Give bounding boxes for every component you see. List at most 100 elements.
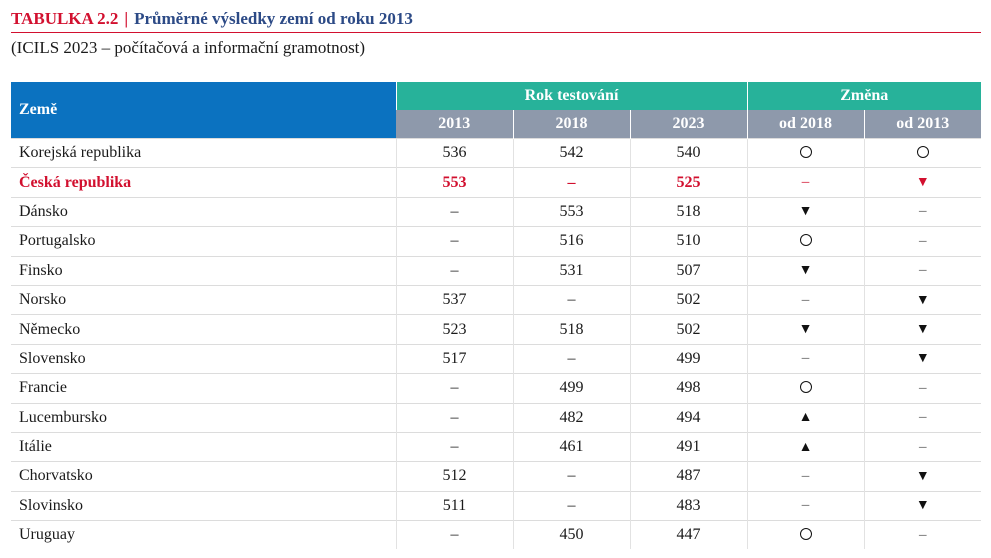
score-2023: 491: [629, 431, 747, 462]
open-circle-icon: [799, 380, 812, 393]
score-2023: 487: [629, 461, 747, 492]
change-since-2013: –: [863, 196, 981, 227]
change-since-2018: ▼: [746, 255, 864, 286]
change-since-2013: ▼: [863, 284, 981, 315]
table-row: Norsko 537–502– ▼: [11, 284, 981, 315]
score-2013: –: [395, 196, 513, 227]
score-2023: 494: [629, 402, 747, 433]
change-since-2013: –: [863, 226, 981, 257]
table-row: Německo 523 518 502 ▼ ▼: [11, 314, 981, 345]
dash-symbol: –: [801, 467, 810, 484]
country-name: Česká republika: [11, 167, 396, 198]
score-2013: 536: [395, 137, 513, 168]
country-name: Korejská republika: [11, 137, 396, 168]
country-name: Chorvatsko: [11, 461, 396, 492]
year-2018-header: 2018: [512, 110, 630, 139]
table-number: TABULKA 2.2: [11, 9, 119, 28]
change-since-2013: [863, 137, 981, 168]
down-triangle-icon: ▼: [798, 322, 813, 338]
country-name: Německo: [11, 314, 396, 345]
open-circle-icon: [916, 145, 929, 158]
dash-symbol: –: [801, 497, 810, 514]
dash-symbol: –: [919, 262, 927, 279]
score-2013: –: [395, 373, 513, 404]
down-triangle-icon: ▼: [798, 204, 813, 220]
score-2023: 540: [629, 137, 747, 168]
country-name: Itálie: [11, 431, 396, 462]
up-triangle-icon: ▲: [798, 439, 813, 455]
change-group-header: Změna: [746, 82, 981, 110]
change-since-2018: –: [746, 284, 864, 315]
change-since-2013: –: [863, 520, 981, 550]
table-row: Slovinsko 511–483– ▼: [11, 490, 981, 521]
change-since-2013: ▼: [863, 314, 981, 345]
score-2018: –: [512, 284, 630, 315]
score-2023: 498: [629, 373, 747, 404]
table-row: Korejská republika 536 542 540: [11, 137, 981, 168]
country-name: Francie: [11, 373, 396, 404]
table-row: Uruguay –450 447–: [11, 520, 981, 550]
change-since-2018: [746, 226, 864, 257]
dash-symbol: –: [801, 350, 810, 367]
dash-symbol: –: [919, 438, 927, 455]
country-name: Norsko: [11, 284, 396, 315]
year-2023-header: 2023: [629, 110, 747, 139]
change-since-2018: [746, 520, 864, 550]
score-2018: 542: [512, 137, 630, 168]
change-since-2013: ▼: [863, 167, 981, 198]
change-since-2018: ▲: [746, 402, 864, 433]
score-2023: 502: [629, 284, 747, 315]
dash-symbol: –: [919, 409, 927, 426]
open-circle-icon: [799, 233, 812, 246]
up-triangle-icon: ▲: [798, 410, 813, 426]
dash-symbol: –: [919, 203, 927, 220]
country-name: Finsko: [11, 255, 396, 286]
title-separator: |: [124, 9, 129, 28]
score-2023: 525: [629, 167, 747, 198]
score-2018: 531: [512, 255, 630, 286]
change-since-2013-header: od 2013: [863, 110, 981, 139]
dash-symbol: –: [801, 174, 810, 191]
score-2018: 461: [512, 431, 630, 462]
score-2013: 517: [395, 343, 513, 374]
score-2023: 502: [629, 314, 747, 345]
change-since-2013: ▼: [863, 343, 981, 374]
dash-symbol: –: [801, 291, 810, 308]
country-name: Uruguay: [11, 520, 396, 550]
score-2013: –: [395, 431, 513, 462]
table-row: Dánsko –553 518 ▼ –: [11, 196, 981, 227]
table-row: Itálie –461 491 ▲ –: [11, 431, 981, 462]
score-2013: 523: [395, 314, 513, 345]
down-triangle-icon: ▼: [915, 498, 930, 514]
change-since-2018: –: [746, 343, 864, 374]
table-row: Česká republika 553–525– ▼: [11, 167, 981, 198]
change-since-2013: ▼: [863, 490, 981, 521]
test-year-group-header: Rok testování: [395, 82, 747, 110]
table-title: TABULKA 2.2 | Průměrné výsledky zemí od ro…: [11, 8, 981, 33]
change-since-2013: –: [863, 373, 981, 404]
table-title-text: Průměrné výsledky zemí od roku 2013: [134, 9, 413, 28]
score-2018: –: [512, 343, 630, 374]
score-2013: –: [395, 402, 513, 433]
change-since-2018: [746, 137, 864, 168]
down-triangle-icon: ▼: [915, 175, 930, 191]
score-2018: 553: [512, 196, 630, 227]
change-since-2018: –: [746, 167, 864, 198]
score-2013: –: [395, 226, 513, 257]
change-since-2018: ▲: [746, 431, 864, 462]
score-2018: –: [512, 490, 630, 521]
score-2023: 510: [629, 226, 747, 257]
table-row: Lucembursko –482 494 ▲ –: [11, 402, 981, 433]
score-2013: 512: [395, 461, 513, 492]
dash-symbol: –: [919, 232, 927, 249]
country-column-header: Země: [11, 82, 396, 139]
open-circle-icon: [799, 527, 812, 540]
score-2023: 507: [629, 255, 747, 286]
dash-symbol: –: [919, 526, 927, 543]
down-triangle-icon: ▼: [915, 468, 930, 484]
table-row: Slovensko 517–499– ▼: [11, 343, 981, 374]
change-since-2013: –: [863, 431, 981, 462]
table-row: Chorvatsko 512–487– ▼: [11, 461, 981, 492]
change-since-2013: –: [863, 255, 981, 286]
country-name: Dánsko: [11, 196, 396, 227]
